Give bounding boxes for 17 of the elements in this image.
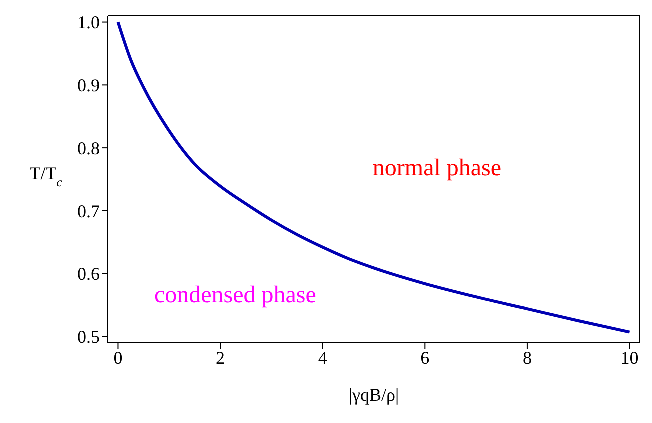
y-tick-label: 0.9	[78, 76, 100, 96]
y-tick-label: 0.7	[78, 201, 100, 222]
y-tick-label: 0.5	[78, 327, 100, 348]
x-tick-label: 6	[420, 348, 430, 368]
annotation: normal phase	[372, 156, 502, 183]
y-tick-label: 0.6	[78, 264, 100, 284]
y-tick-label: 1.0	[78, 12, 100, 33]
x-tick-label: 8	[522, 348, 532, 368]
x-tick-label: 4	[318, 348, 328, 368]
x-tick-label: 0	[114, 348, 123, 368]
x-tick-label: 2	[216, 348, 226, 368]
y-axis-title: T/T$_{c}$	[30, 164, 63, 190]
annotation: condensed phase	[154, 282, 316, 310]
x-tick-label: 10	[620, 348, 639, 368]
x-axis-title: |γqB/ρ|	[348, 385, 400, 405]
line-series	[116, 20, 632, 334]
y-tick-label: 0.8	[78, 138, 100, 158]
